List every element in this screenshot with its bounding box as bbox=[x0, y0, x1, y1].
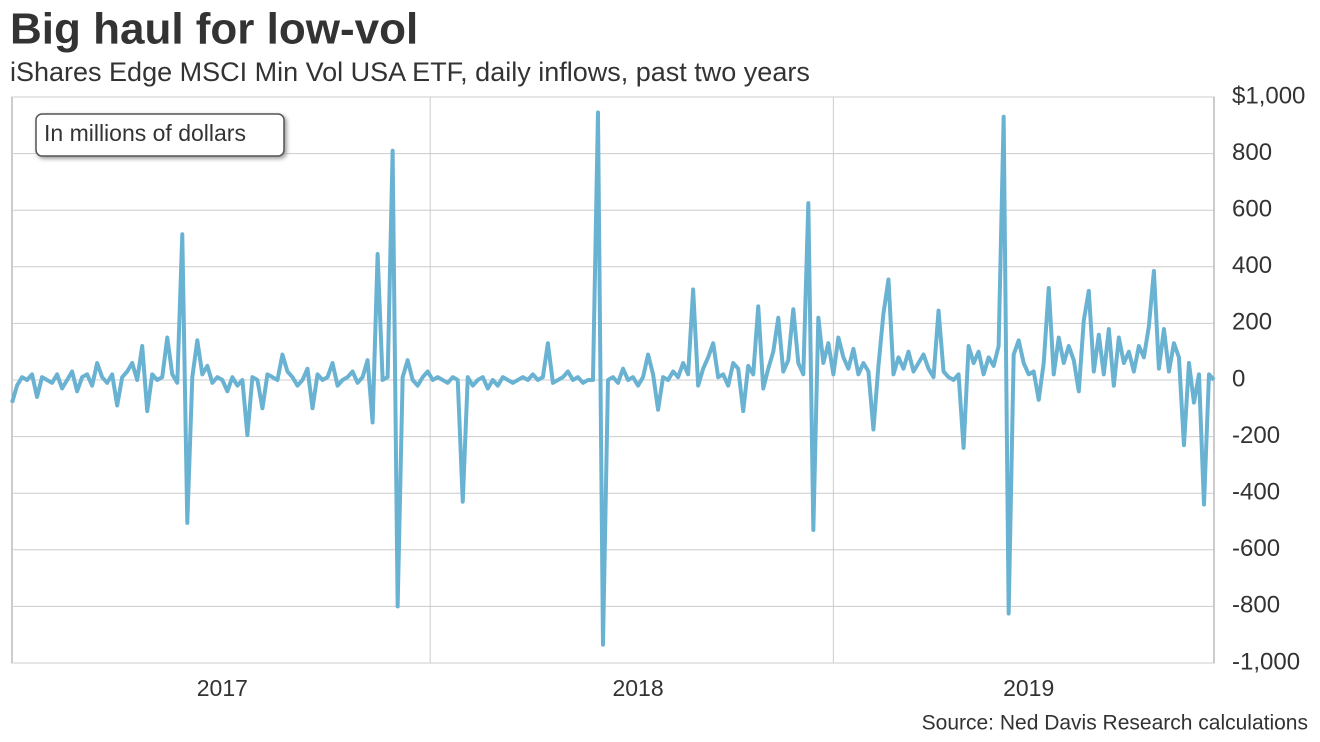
y-tick-label: 200 bbox=[1232, 309, 1272, 336]
chart-subtitle: iShares Edge MSCI Min Vol USA ETF, daily… bbox=[10, 57, 810, 87]
y-tick-label: 600 bbox=[1232, 196, 1272, 223]
x-tick-label: 2019 bbox=[1003, 675, 1054, 701]
y-tick-label: 800 bbox=[1232, 139, 1272, 166]
data-line bbox=[10, 110, 1216, 647]
y-tick-label: -800 bbox=[1232, 592, 1280, 619]
y-tick-label: -200 bbox=[1232, 422, 1280, 449]
chart-title: Big haul for low-vol bbox=[10, 5, 418, 54]
y-tick-label: -1,000 bbox=[1232, 648, 1300, 675]
y-tick-label: -400 bbox=[1232, 479, 1280, 506]
y-tick-label: 0 bbox=[1232, 365, 1245, 392]
y-tick-label: 400 bbox=[1232, 252, 1272, 279]
annotation-box bbox=[35, 113, 285, 157]
y-tick-label: -600 bbox=[1232, 535, 1280, 562]
source: Source: Ned Davis Research calculations bbox=[922, 712, 1308, 735]
annotation: In millions of dollars bbox=[44, 120, 246, 146]
x-tick-label: 2017 bbox=[197, 675, 248, 701]
x-tick-label: 2018 bbox=[612, 675, 663, 701]
y-tick-label: $1,000 bbox=[1232, 82, 1305, 109]
